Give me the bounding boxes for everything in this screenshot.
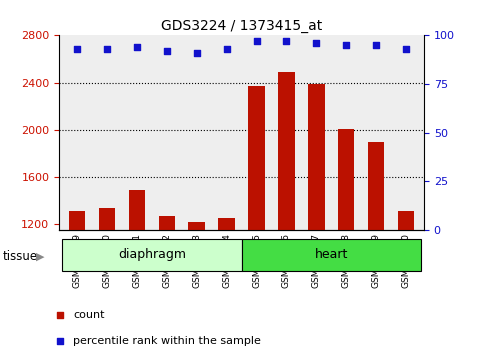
Point [372, 42, 380, 48]
Text: percentile rank within the sample: percentile rank within the sample [73, 336, 261, 346]
Bar [338, 129, 354, 354]
Bar [242, 239, 421, 271]
Point [361, 233, 369, 238]
Point [342, 42, 350, 48]
Point [163, 48, 171, 54]
Text: diaphragm: diaphragm [118, 248, 186, 261]
Bar [308, 84, 324, 354]
Bar [218, 218, 235, 354]
Point [361, 0, 369, 4]
Text: ▶: ▶ [36, 252, 44, 262]
Point [402, 46, 410, 52]
Text: count: count [73, 310, 105, 320]
Text: heart: heart [315, 248, 348, 261]
Point [103, 46, 111, 52]
Text: tissue: tissue [2, 250, 37, 263]
Bar [278, 72, 295, 354]
Point [223, 46, 231, 52]
Point [193, 50, 201, 56]
Bar [62, 239, 242, 271]
Bar [129, 190, 145, 354]
Point [313, 40, 320, 46]
Bar [159, 216, 175, 354]
Point [252, 38, 260, 44]
Bar [248, 86, 265, 354]
Point [73, 46, 81, 52]
Title: GDS3224 / 1373415_at: GDS3224 / 1373415_at [161, 19, 322, 33]
Bar [188, 222, 205, 354]
Bar [99, 208, 115, 354]
Bar [69, 211, 85, 354]
Bar [368, 142, 385, 354]
Point [133, 44, 141, 50]
Point [282, 38, 290, 44]
Bar [398, 211, 414, 354]
